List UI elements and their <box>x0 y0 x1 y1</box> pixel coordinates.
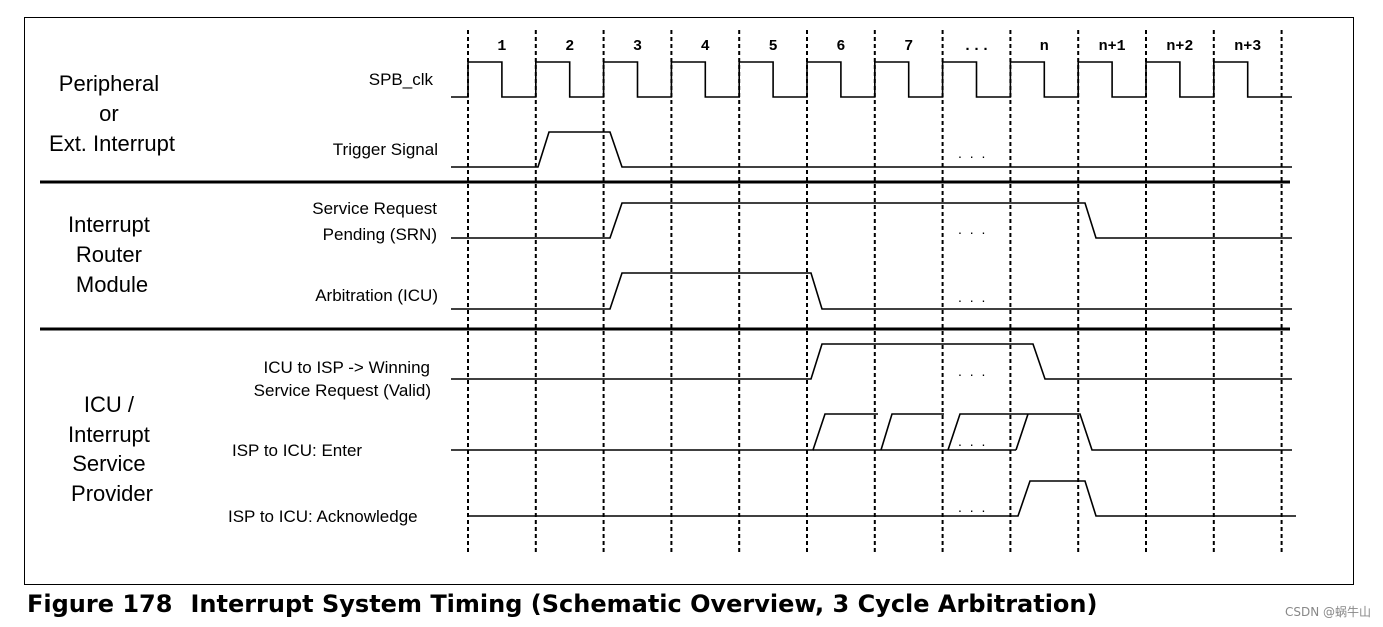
signal-label-srn-line2: Pending (SRN) <box>323 225 437 244</box>
waveform-srn <box>451 202 1292 239</box>
diagram-frame <box>24 17 1354 585</box>
waveform-ack <box>468 480 1296 517</box>
cycle-number: n+3 <box>1234 38 1261 55</box>
signal-label-arbitration: Arbitration (ICU) <box>315 286 438 305</box>
ellipsis-winning: . . . <box>958 363 987 379</box>
waveform-trigger <box>451 131 1292 168</box>
waveform-spb-clk <box>451 61 1292 98</box>
group-label-line: Interrupt <box>68 212 150 237</box>
cycle-number: 4 <box>701 38 710 55</box>
waveform-arbitration <box>451 272 1292 310</box>
group-label-peripheral: Peripheral or Ext. Interrupt <box>49 71 175 156</box>
cycle-number: 6 <box>836 38 845 55</box>
signal-label-trigger: Trigger Signal <box>333 140 438 159</box>
waveforms <box>451 61 1296 517</box>
signal-label-winning-line2: Service Request (Valid) <box>254 381 431 400</box>
figure-number: Figure 178 <box>27 590 173 618</box>
cycle-boundaries <box>467 30 1283 555</box>
group-label-line: Ext. Interrupt <box>49 131 175 156</box>
waveform-winning-request <box>451 343 1292 380</box>
ellipsis-arbitration: . . . <box>958 289 987 305</box>
cycle-number: 7 <box>904 38 913 55</box>
ellipsis-trigger: . . . <box>958 145 987 161</box>
group-label-line: ICU / <box>84 392 135 417</box>
ellipsis-markers: . . . . . . . . . . . . . . . . . . <box>958 145 987 515</box>
group-label-line: Interrupt <box>68 422 150 447</box>
cycle-number: n+2 <box>1166 38 1193 55</box>
cycle-number: 5 <box>769 38 778 55</box>
signal-label-spb-clk: SPB_clk <box>369 70 434 89</box>
signal-label-ack: ISP to ICU: Acknowledge <box>228 507 418 526</box>
figure-title: Interrupt System Timing (Schematic Overv… <box>190 590 1098 618</box>
cycle-number: n+1 <box>1099 38 1126 55</box>
cycle-number: ... <box>963 38 990 55</box>
ellipsis-ack: . . . <box>958 499 987 515</box>
group-label-line: Service <box>72 451 145 476</box>
cycle-numbers: 1 2 3 4 5 6 7... n n+1 n+2 n+3 <box>497 38 1261 55</box>
signal-label-winning-line1: ICU to ISP -> Winning <box>264 358 430 377</box>
group-label-icu: ICU / Interrupt Service Provider <box>68 392 156 506</box>
cycle-number: 2 <box>565 38 574 55</box>
group-label-line: Provider <box>71 481 153 506</box>
group-label-line: Module <box>76 272 148 297</box>
ellipsis-enter: . . . <box>958 433 987 449</box>
waveform-enter <box>451 413 1292 451</box>
group-label-line: Router <box>76 242 142 267</box>
group-label-router: Interrupt Router Module <box>68 212 156 297</box>
cycle-number: 1 <box>497 38 506 55</box>
signal-label-srn-line1: Service Request <box>312 199 437 218</box>
group-label-line: Peripheral <box>59 71 159 96</box>
cycle-number: n <box>1040 38 1049 55</box>
ellipsis-srn: . . . <box>958 221 987 237</box>
cycle-number: 3 <box>633 38 642 55</box>
watermark: CSDN @蜗牛山 <box>1284 605 1371 619</box>
figure-caption: Figure 178 Interrupt System Timing (Schem… <box>27 590 1097 618</box>
signal-label-enter: ISP to ICU: Enter <box>232 441 362 460</box>
group-label-line: or <box>99 101 119 126</box>
